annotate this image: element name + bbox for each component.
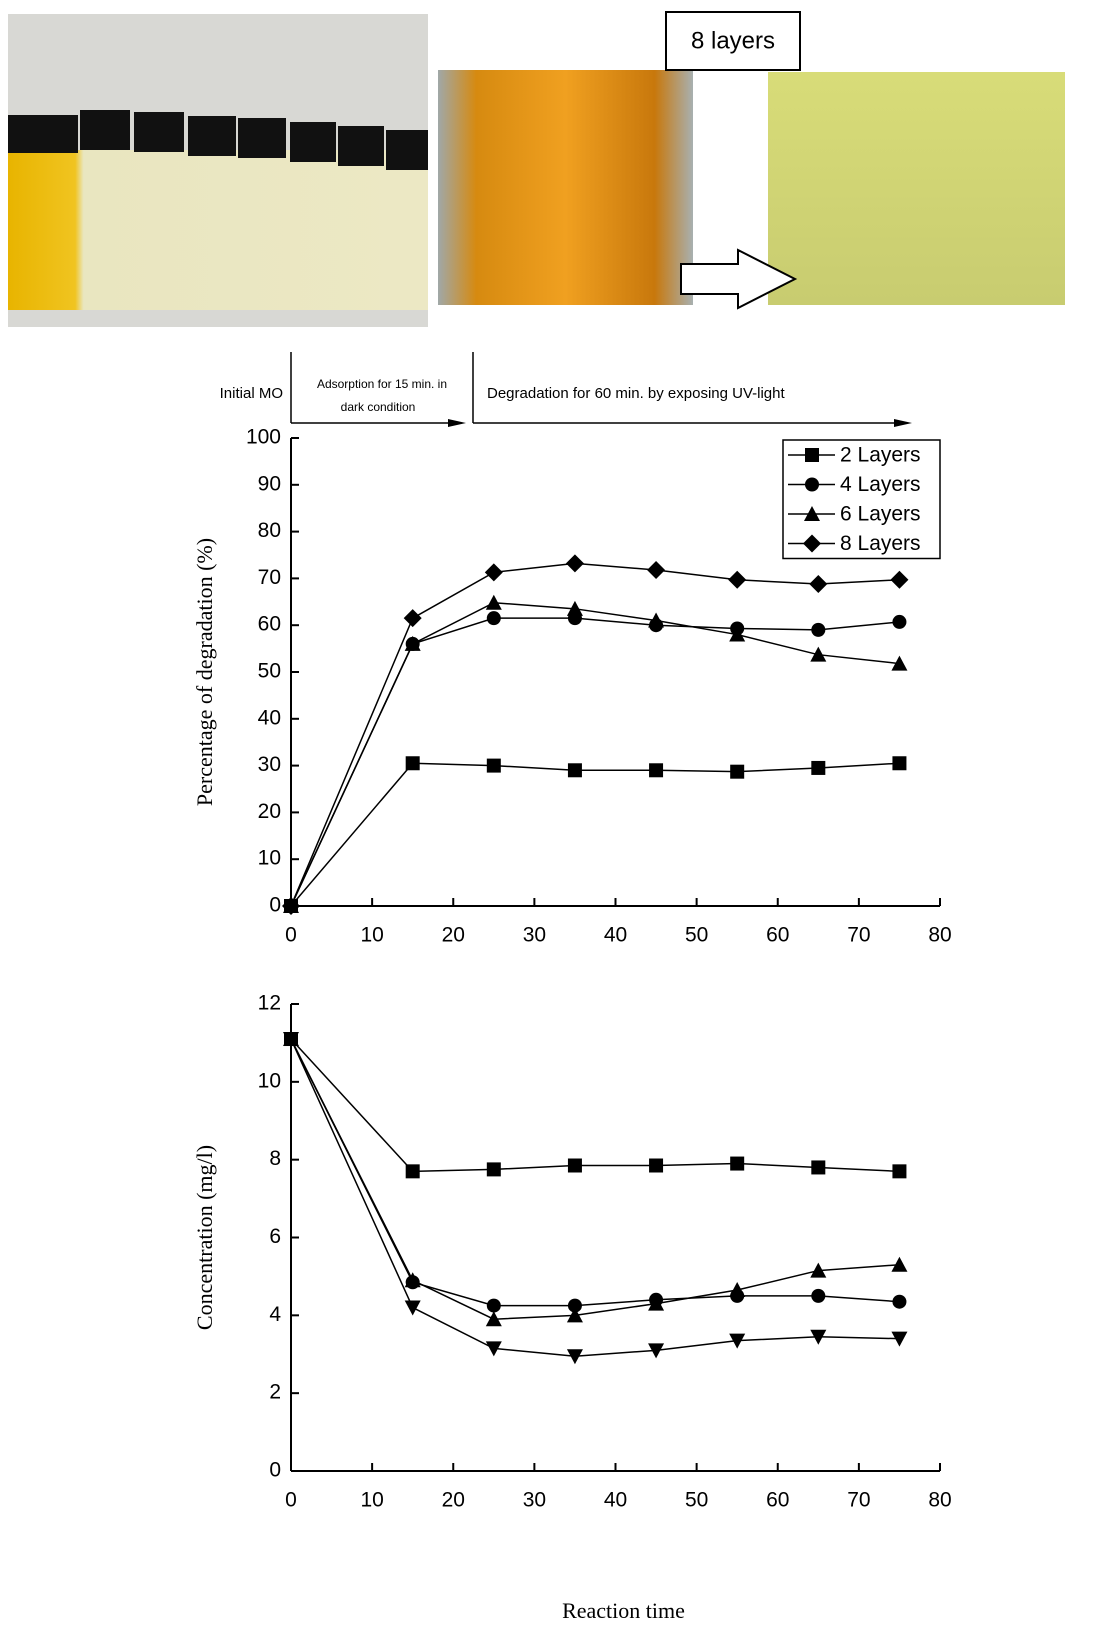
series-line: [291, 1039, 899, 1171]
photo-label: 8 layers: [691, 27, 775, 54]
marker: [730, 1157, 744, 1171]
photo-reactor: [438, 70, 693, 305]
y-tick-label: 8: [269, 1147, 281, 1170]
marker: [647, 561, 665, 579]
marker: [892, 1295, 906, 1309]
marker: [649, 1159, 663, 1173]
series-line: [291, 563, 899, 906]
series-line: [291, 603, 899, 906]
x-tick-label: 20: [442, 1489, 465, 1512]
legend-marker: [805, 478, 819, 492]
y-tick-label: 20: [258, 800, 281, 823]
x-tick-label: 20: [442, 924, 465, 947]
marker: [487, 611, 501, 625]
marker: [892, 1164, 906, 1178]
y-axis-title: Concentration (mg/l): [192, 1145, 217, 1330]
series-line: [291, 1039, 899, 1356]
y-tick-label: 10: [258, 847, 281, 870]
x-tick-label: 30: [523, 1489, 546, 1512]
marker: [485, 563, 503, 581]
marker: [891, 1257, 907, 1272]
marker: [811, 1160, 825, 1174]
annotation: Initial MO: [220, 385, 283, 402]
legend-marker: [805, 448, 819, 462]
x-tick-label: 80: [928, 1489, 951, 1512]
photo-sample: [768, 72, 1065, 305]
marker: [487, 759, 501, 773]
marker: [811, 1289, 825, 1303]
annotation: Adsorption for 15 min. in: [317, 377, 447, 391]
marker: [811, 761, 825, 775]
x-tick-label: 50: [685, 1489, 708, 1512]
legend-label: 4 Layers: [840, 473, 921, 496]
marker: [486, 595, 502, 610]
marker: [487, 1162, 501, 1176]
x-tick-label: 40: [604, 1489, 627, 1512]
marker: [405, 1301, 421, 1316]
y-axis-title: Percentage of degradation (%): [192, 538, 217, 806]
x-tick-label: 60: [766, 924, 789, 947]
series-line: [291, 1039, 899, 1319]
marker: [809, 575, 827, 593]
y-tick-label: 2: [269, 1381, 281, 1404]
marker: [487, 1299, 501, 1313]
y-tick-label: 0: [269, 894, 281, 917]
marker: [729, 1282, 745, 1297]
marker: [810, 647, 826, 662]
series-line: [291, 763, 899, 906]
annotation: dark condition: [341, 400, 416, 414]
x-tick-label: 10: [360, 1489, 383, 1512]
x-tick-label: 70: [847, 1489, 870, 1512]
marker: [728, 571, 746, 589]
x-tick-label: 0: [285, 924, 297, 947]
x-tick-label: 70: [847, 924, 870, 947]
marker: [406, 756, 420, 770]
figure: 8 layers Initial MO Adsorption for 15 mi…: [0, 0, 1110, 1634]
vials: [8, 150, 428, 310]
y-tick-label: 100: [246, 426, 281, 449]
x-tick-label: 30: [523, 924, 546, 947]
marker: [730, 765, 744, 779]
y-tick-label: 40: [258, 706, 281, 729]
marker: [406, 1164, 420, 1178]
y-tick-label: 80: [258, 519, 281, 542]
marker: [568, 763, 582, 777]
x-tick-label: 0: [285, 1489, 297, 1512]
marker: [811, 623, 825, 637]
x-tick-label: 80: [928, 924, 951, 947]
legend-label: 6 Layers: [840, 503, 921, 526]
x-tick-label: 40: [604, 924, 627, 947]
y-tick-label: 70: [258, 566, 281, 589]
x-axis-title: Reaction time: [562, 1598, 685, 1623]
legend-label: 8 Layers: [840, 532, 921, 555]
photos: 8 layers: [8, 12, 1065, 327]
marker: [649, 763, 663, 777]
x-tick-label: 60: [766, 1489, 789, 1512]
y-tick-label: 0: [269, 1459, 281, 1482]
marker: [892, 756, 906, 770]
y-tick-label: 90: [258, 472, 281, 495]
marker: [892, 615, 906, 629]
y-tick-label: 50: [258, 660, 281, 683]
series-line: [291, 618, 899, 906]
annotation: Degradation for 60 min. by exposing UV-l…: [487, 385, 785, 402]
marker: [890, 571, 908, 589]
y-tick-label: 12: [258, 992, 281, 1015]
marker: [568, 1159, 582, 1173]
legend-label: 2 Layers: [840, 444, 921, 467]
marker: [404, 609, 422, 627]
series-line: [291, 1039, 899, 1306]
x-tick-label: 10: [360, 924, 383, 947]
y-tick-label: 30: [258, 753, 281, 776]
y-tick-label: 4: [269, 1303, 281, 1326]
y-tick-label: 10: [258, 1069, 281, 1092]
y-tick-label: 60: [258, 613, 281, 636]
marker: [566, 554, 584, 572]
marker: [567, 1349, 583, 1364]
x-tick-label: 50: [685, 924, 708, 947]
y-tick-label: 6: [269, 1225, 281, 1248]
